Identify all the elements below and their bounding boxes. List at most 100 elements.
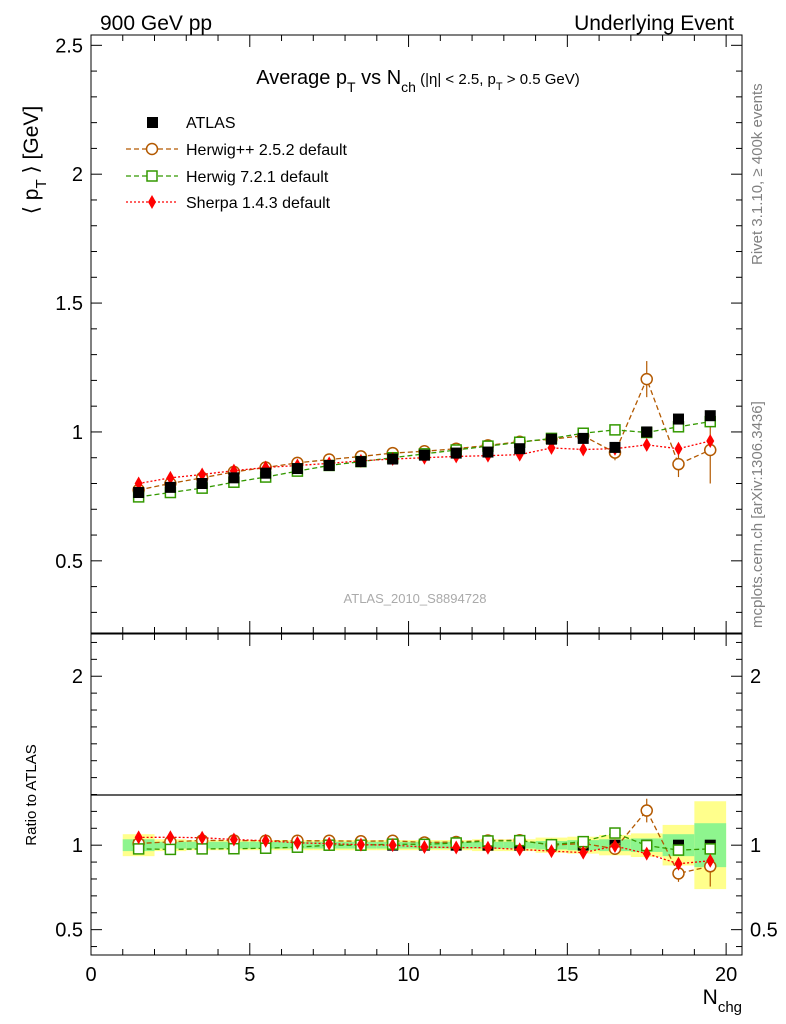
title-vs-sub: ch — [401, 79, 416, 95]
point-atlas — [260, 467, 272, 479]
ratio-point-sherpa-1-4-3-default — [293, 835, 302, 850]
ratio-series — [132, 798, 717, 887]
legend-label-herwig7: Herwig 7.2.1 default — [186, 169, 329, 186]
title-main: Average p — [256, 67, 347, 89]
point-herwig-2-5-2-default — [640, 372, 653, 386]
point-sherpa-1-4-3-default — [198, 467, 207, 482]
x-tick-label: 0 — [85, 964, 96, 986]
legend-item-atlas: ATLAS — [147, 115, 236, 132]
point-atlas — [672, 413, 684, 425]
main-y-tick-label: 2.5 — [55, 35, 83, 57]
point-sherpa-1-4-3-default — [134, 476, 143, 491]
ratio-x-ticks: 0 5 10 15 20 — [85, 634, 737, 986]
point-atlas — [133, 487, 145, 499]
main-panel: Average pT vs Nch (|η| < 2.5, pT > 0.5 G… — [20, 34, 743, 634]
title-cuts-sub: T — [496, 81, 503, 93]
analysis-watermark: ATLAS_2010_S8894728 — [344, 591, 487, 606]
main-y-tick-label: 0.5 — [55, 551, 83, 573]
ratio-frame — [90, 633, 743, 956]
ratio-point-sherpa-1-4-3-default — [610, 839, 619, 854]
ratio-point-sherpa-1-4-3-default — [229, 832, 238, 847]
point-sherpa-1-4-3-default — [642, 437, 651, 452]
legend-label-herwigpp: Herwig++ 2.5.2 default — [186, 142, 348, 159]
x-axis-label: Nchg — [703, 986, 742, 1016]
x-tick-label: 15 — [556, 964, 578, 986]
point-sherpa-1-4-3-default — [706, 433, 715, 448]
main-frame — [90, 34, 743, 634]
ratio-point-sherpa-1-4-3-default — [579, 845, 588, 860]
title-cuts-a: (|η| < 2.5, p — [416, 71, 496, 88]
ratio-point-sherpa-1-4-3-default — [198, 830, 207, 845]
ratio-y-tick-label-right: 2 — [750, 666, 761, 688]
legend-marker-sherpa — [148, 195, 156, 209]
point-sherpa-1-4-3-default — [166, 470, 175, 485]
point-sherpa-1-4-3-default — [579, 442, 588, 457]
ratio-point-herwig-7-2-1-default — [132, 843, 145, 855]
series-line-herwig-2-5-2-default — [138, 377, 711, 491]
legend-label-atlas: ATLAS — [186, 115, 236, 132]
ratio-y-tick-label-right: 0.5 — [750, 920, 778, 942]
ratio-point-sherpa-1-4-3-default — [515, 842, 524, 857]
point-atlas — [545, 433, 557, 445]
x-tick-label: 10 — [397, 964, 419, 986]
legend-item-herwigpp: Herwig++ 2.5.2 default — [126, 142, 348, 159]
ylabel-post: ⟩ [GeV] — [20, 106, 43, 180]
point-atlas — [323, 459, 335, 471]
main-y-axis-label: ⟨ pT ⟩ [GeV] — [20, 106, 50, 214]
ratio-y-tick-label: 1 — [72, 835, 83, 857]
point-atlas — [514, 443, 526, 455]
ylabel-sub: T — [33, 179, 50, 188]
x-tick-label: 5 — [244, 964, 255, 986]
ratio-point-herwig-7-2-1-default — [164, 843, 177, 856]
point-atlas — [355, 456, 367, 468]
ratio-point-herwig-7-2-1-default — [672, 844, 685, 856]
ylabel-pre: ⟨ p — [20, 189, 43, 215]
ratio-y-tick-label-right: 1 — [750, 835, 761, 857]
point-atlas — [387, 453, 399, 465]
ratio-y-tick-label: 2 — [72, 666, 83, 688]
legend-item-sherpa: Sherpa 1.4.3 default — [126, 195, 331, 212]
ratio-y-tick-label: 0.5 — [55, 920, 83, 942]
ratio-point-sherpa-1-4-3-default — [356, 837, 365, 852]
ratio-point-sherpa-1-4-3-default — [483, 840, 492, 855]
main-series — [132, 361, 717, 503]
point-herwig-7-2-1-default — [609, 424, 621, 436]
title-vs: vs N — [356, 67, 402, 89]
ratio-point-sherpa-1-4-3-default — [388, 838, 397, 853]
ratio-point-sherpa-1-4-3-default — [674, 856, 683, 871]
point-atlas — [482, 446, 494, 458]
legend-label-sherpa: Sherpa 1.4.3 default — [186, 195, 331, 212]
header-left: 900 GeV pp — [100, 12, 212, 35]
xlabel-base: N — [703, 986, 718, 1009]
point-atlas — [164, 481, 176, 493]
point-sherpa-1-4-3-default — [674, 441, 683, 456]
point-atlas — [228, 472, 240, 484]
point-atlas — [704, 410, 716, 422]
side-label-rivet: Rivet 3.1.10, ≥ 400k events — [749, 83, 766, 265]
ratio-y-ticks: 0.5 0.5 1 1 2 2 — [55, 641, 778, 948]
point-atlas — [577, 432, 589, 444]
legend-marker-atlas — [147, 117, 158, 128]
ratio-point-sherpa-1-4-3-default — [134, 830, 143, 845]
point-herwig-2-5-2-default — [672, 457, 685, 471]
legend: ATLAS Herwig++ 2.5.2 default Herwig 7.2.… — [126, 115, 348, 212]
ratio-point-herwig-7-2-1-default — [704, 843, 716, 855]
point-atlas — [291, 463, 303, 475]
side-label-mcplots: mcplots.cern.ch [arXiv:1306.3436] — [749, 401, 766, 628]
ratio-y-axis-label: Ratio to ATLAS — [23, 744, 40, 845]
main-title: Average pT vs Nch (|η| < 2.5, pT > 0.5 G… — [256, 67, 580, 95]
ratio-point-sherpa-1-4-3-default — [420, 840, 429, 855]
ratio-point-herwig-7-2-1-default — [609, 827, 621, 839]
xlabel-sub: chg — [718, 999, 742, 1016]
point-atlas — [450, 447, 462, 459]
ratio-point-sherpa-1-4-3-default — [706, 853, 715, 868]
legend-marker-herwig7 — [146, 170, 158, 182]
ratio-point-sherpa-1-4-3-default — [261, 833, 270, 848]
title-main-sub: T — [347, 79, 356, 95]
main-y-tick-label: 1 — [72, 422, 83, 444]
x-tick-label: 20 — [715, 964, 737, 986]
main-y-tick-label: 1.5 — [55, 293, 83, 315]
ratio-point-herwig-2-5-2-default — [640, 804, 653, 817]
title-cuts-b: > 0.5 GeV) — [503, 71, 580, 88]
